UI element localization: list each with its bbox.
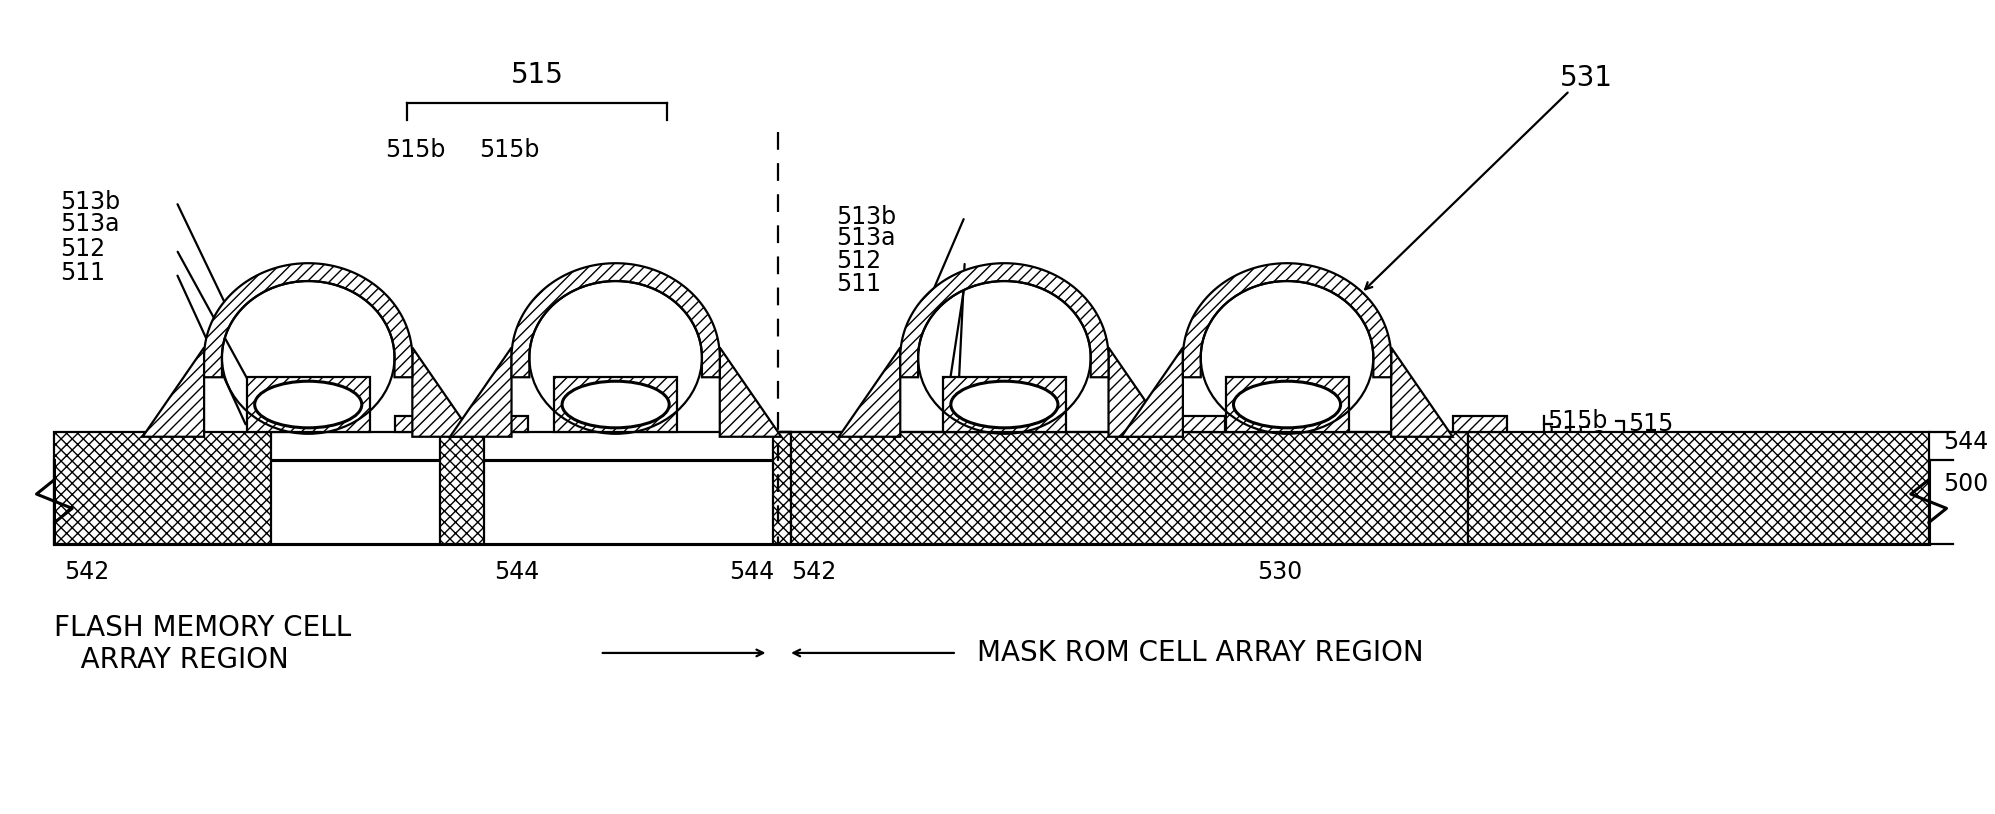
Polygon shape [1121, 348, 1183, 437]
Polygon shape [142, 348, 203, 437]
Text: 515b: 515b [479, 138, 539, 162]
Text: 544: 544 [1943, 430, 1989, 453]
Text: 515b: 515b [385, 138, 445, 162]
Polygon shape [203, 263, 413, 377]
Text: 515a: 515a [1546, 425, 1606, 449]
Bar [441, 431, 483, 544]
Bar [1225, 377, 1349, 431]
Text: 512: 512 [836, 249, 882, 274]
Text: 511: 511 [60, 261, 106, 285]
Polygon shape [511, 263, 720, 377]
Bar [247, 377, 369, 431]
Bar [944, 377, 1065, 431]
Text: 542: 542 [792, 559, 836, 584]
Polygon shape [451, 348, 511, 437]
Text: FLASH MEMORY CELL: FLASH MEMORY CELL [54, 614, 351, 642]
Text: 542: 542 [64, 559, 110, 584]
Text: 513b: 513b [836, 204, 896, 229]
Ellipse shape [1233, 381, 1341, 428]
Text: 530: 530 [1257, 559, 1303, 584]
Ellipse shape [255, 381, 361, 428]
Text: 512: 512 [60, 238, 106, 261]
Ellipse shape [952, 381, 1057, 428]
Polygon shape [413, 348, 475, 437]
Text: 531: 531 [1560, 63, 1612, 92]
Polygon shape [720, 348, 782, 437]
Polygon shape [1109, 348, 1169, 437]
Text: 544: 544 [493, 559, 539, 584]
Text: 513b: 513b [60, 190, 120, 214]
Bar [1452, 416, 1506, 431]
Text: 500: 500 [1943, 472, 1989, 497]
Bar [54, 431, 271, 544]
Bar [1169, 416, 1225, 431]
Text: 513a: 513a [836, 226, 896, 251]
Bar [475, 416, 529, 431]
Text: 515: 515 [511, 61, 565, 89]
Bar [395, 416, 451, 431]
Text: ARRAY REGION: ARRAY REGION [54, 646, 289, 674]
Polygon shape [900, 263, 1109, 377]
Bar [555, 377, 676, 431]
Text: MASK ROM CELL ARRAY REGION: MASK ROM CELL ARRAY REGION [978, 639, 1422, 667]
Bar [1468, 431, 1929, 544]
Polygon shape [1183, 263, 1391, 377]
Polygon shape [838, 348, 900, 437]
Bar [774, 431, 792, 544]
Text: 515: 515 [1628, 412, 1674, 435]
Bar [54, 460, 1929, 544]
Text: 511: 511 [836, 272, 882, 296]
Ellipse shape [563, 381, 668, 428]
Text: 544: 544 [728, 559, 774, 584]
Text: 513a: 513a [60, 212, 120, 235]
Text: 515b: 515b [1546, 409, 1608, 433]
Polygon shape [1391, 348, 1452, 437]
Bar [782, 431, 1468, 544]
